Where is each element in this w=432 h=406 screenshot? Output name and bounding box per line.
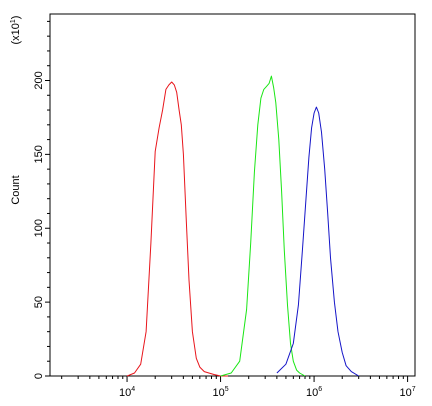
y-tick-label: 100	[33, 219, 45, 237]
histogram-series-1	[126, 81, 228, 377]
x-tick-label: 106	[306, 386, 322, 399]
plot-frame	[49, 13, 416, 377]
x-tick-label: 105	[212, 386, 228, 399]
y-tick-label: 50	[33, 296, 45, 308]
y-tick-label: 0	[33, 373, 45, 379]
axes-frame	[49, 13, 416, 377]
x-tick-label: 107	[400, 386, 416, 399]
y-axis-label: Count	[10, 175, 22, 204]
histogram-series-3	[276, 106, 359, 377]
y-axis-multiplier: (x101)	[10, 16, 22, 45]
series-layer	[126, 75, 359, 377]
y-tick-label: 150	[33, 145, 45, 163]
y-tick-label: 200	[33, 71, 45, 89]
histogram-series-2	[220, 75, 306, 377]
x-tick-label: 104	[119, 386, 135, 399]
x-axis-ticks: 104 105 106 107	[61, 376, 416, 399]
y-axis-ticks: 0 50 100 150 200	[33, 20, 50, 379]
